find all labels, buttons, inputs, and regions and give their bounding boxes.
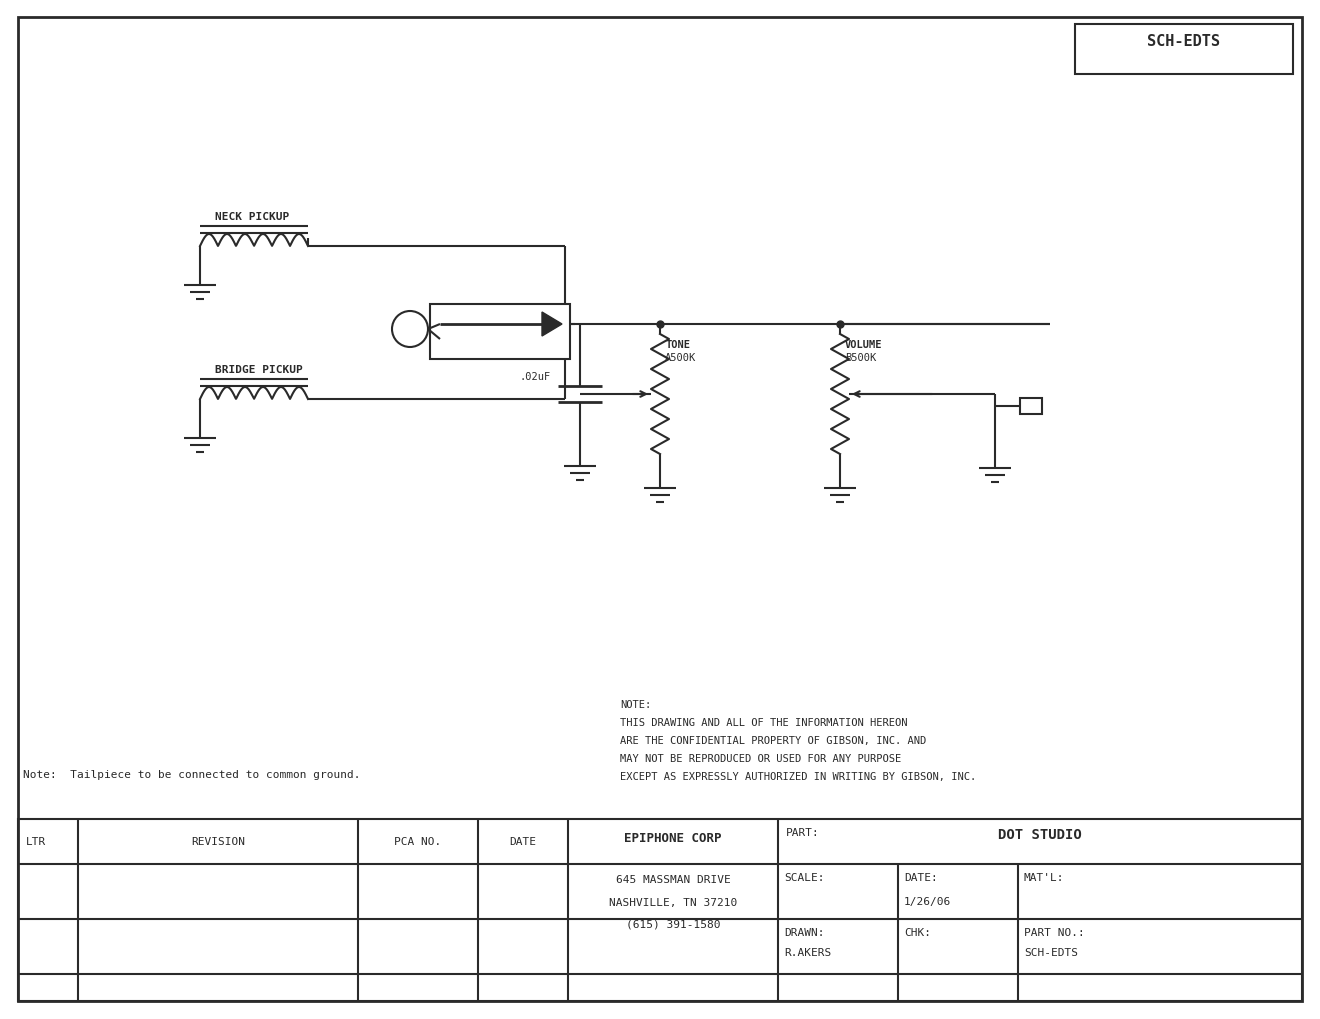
Text: DRAWN:: DRAWN:	[784, 927, 825, 937]
Text: 645 MASSMAN DRIVE: 645 MASSMAN DRIVE	[615, 874, 730, 884]
Text: NOTE:: NOTE:	[620, 699, 651, 709]
Text: DATE:: DATE:	[904, 872, 937, 882]
Text: MAT'L:: MAT'L:	[1024, 872, 1064, 882]
Text: B500K: B500K	[845, 353, 876, 363]
Text: NASHVILLE, TN 37210: NASHVILLE, TN 37210	[609, 897, 737, 907]
Text: ARE THE CONFIDENTIAL PROPERTY OF GIBSON, INC. AND: ARE THE CONFIDENTIAL PROPERTY OF GIBSON,…	[620, 736, 927, 745]
Text: REVISION: REVISION	[191, 837, 246, 846]
Text: DATE: DATE	[510, 837, 536, 846]
Text: CHK:: CHK:	[904, 927, 931, 937]
Text: R.AKERS: R.AKERS	[784, 947, 832, 957]
Text: Note:  Tailpiece to be connected to common ground.: Note: Tailpiece to be connected to commo…	[22, 769, 360, 780]
Text: LTR: LTR	[26, 837, 46, 846]
Text: VOLUME: VOLUME	[845, 339, 883, 350]
Polygon shape	[543, 313, 562, 336]
Text: PART NO.:: PART NO.:	[1024, 927, 1085, 937]
Bar	[1020, 398, 1041, 415]
Text: EPIPHONE CORP: EPIPHONE CORP	[624, 832, 722, 844]
Text: TONE: TONE	[665, 339, 690, 350]
Text: THIS DRAWING AND ALL OF THE INFORMATION HEREON: THIS DRAWING AND ALL OF THE INFORMATION …	[620, 717, 908, 728]
Text: .02uF: .02uF	[520, 372, 552, 382]
Text: 1/26/06: 1/26/06	[904, 896, 952, 906]
Text: DOT STUDIO: DOT STUDIO	[998, 827, 1082, 841]
Text: EXCEPT AS EXPRESSLY AUTHORIZED IN WRITING BY GIBSON, INC.: EXCEPT AS EXPRESSLY AUTHORIZED IN WRITIN…	[620, 771, 977, 782]
Bar	[430, 305, 570, 360]
Text: PCA NO.: PCA NO.	[395, 837, 442, 846]
Text: A500K: A500K	[665, 353, 696, 363]
Text: BRIDGE PICKUP: BRIDGE PICKUP	[215, 365, 302, 375]
Text: SCH-EDTS: SCH-EDTS	[1147, 35, 1221, 50]
Bar	[1074, 25, 1294, 75]
Text: SCALE:: SCALE:	[784, 872, 825, 882]
Text: NECK PICKUP: NECK PICKUP	[215, 212, 289, 222]
Text: PART:: PART:	[785, 827, 820, 838]
Bar	[18, 819, 1302, 1001]
Text: MAY NOT BE REPRODUCED OR USED FOR ANY PURPOSE: MAY NOT BE REPRODUCED OR USED FOR ANY PU…	[620, 753, 902, 763]
Text: SCH-EDTS: SCH-EDTS	[1024, 947, 1078, 957]
Text: (615) 391-1580: (615) 391-1580	[626, 919, 721, 929]
